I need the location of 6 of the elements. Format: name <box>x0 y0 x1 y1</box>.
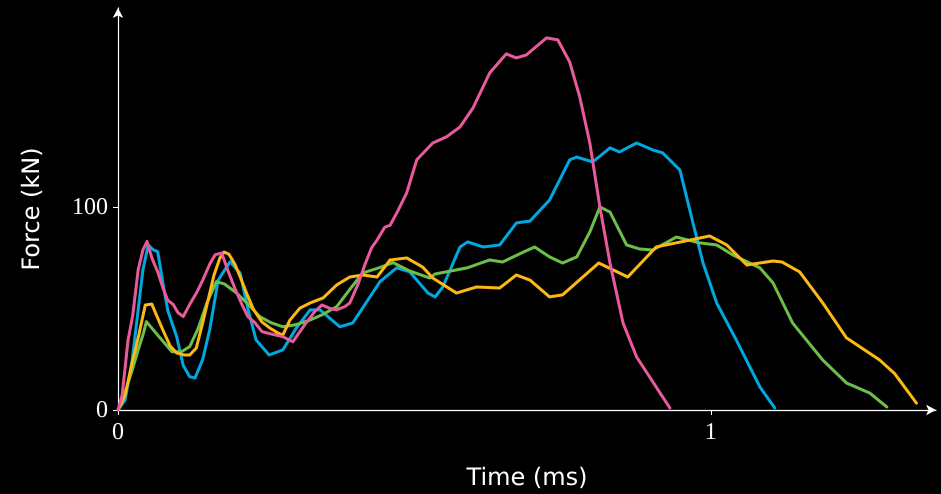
line-series <box>116 36 672 412</box>
x-tick-label: 1 <box>704 419 717 445</box>
x-axis-title: Time (ms) <box>466 463 588 491</box>
line-series <box>116 234 918 412</box>
y-axis-title: Force (kN) <box>17 147 45 271</box>
y-tick-label: 100 <box>72 194 108 220</box>
